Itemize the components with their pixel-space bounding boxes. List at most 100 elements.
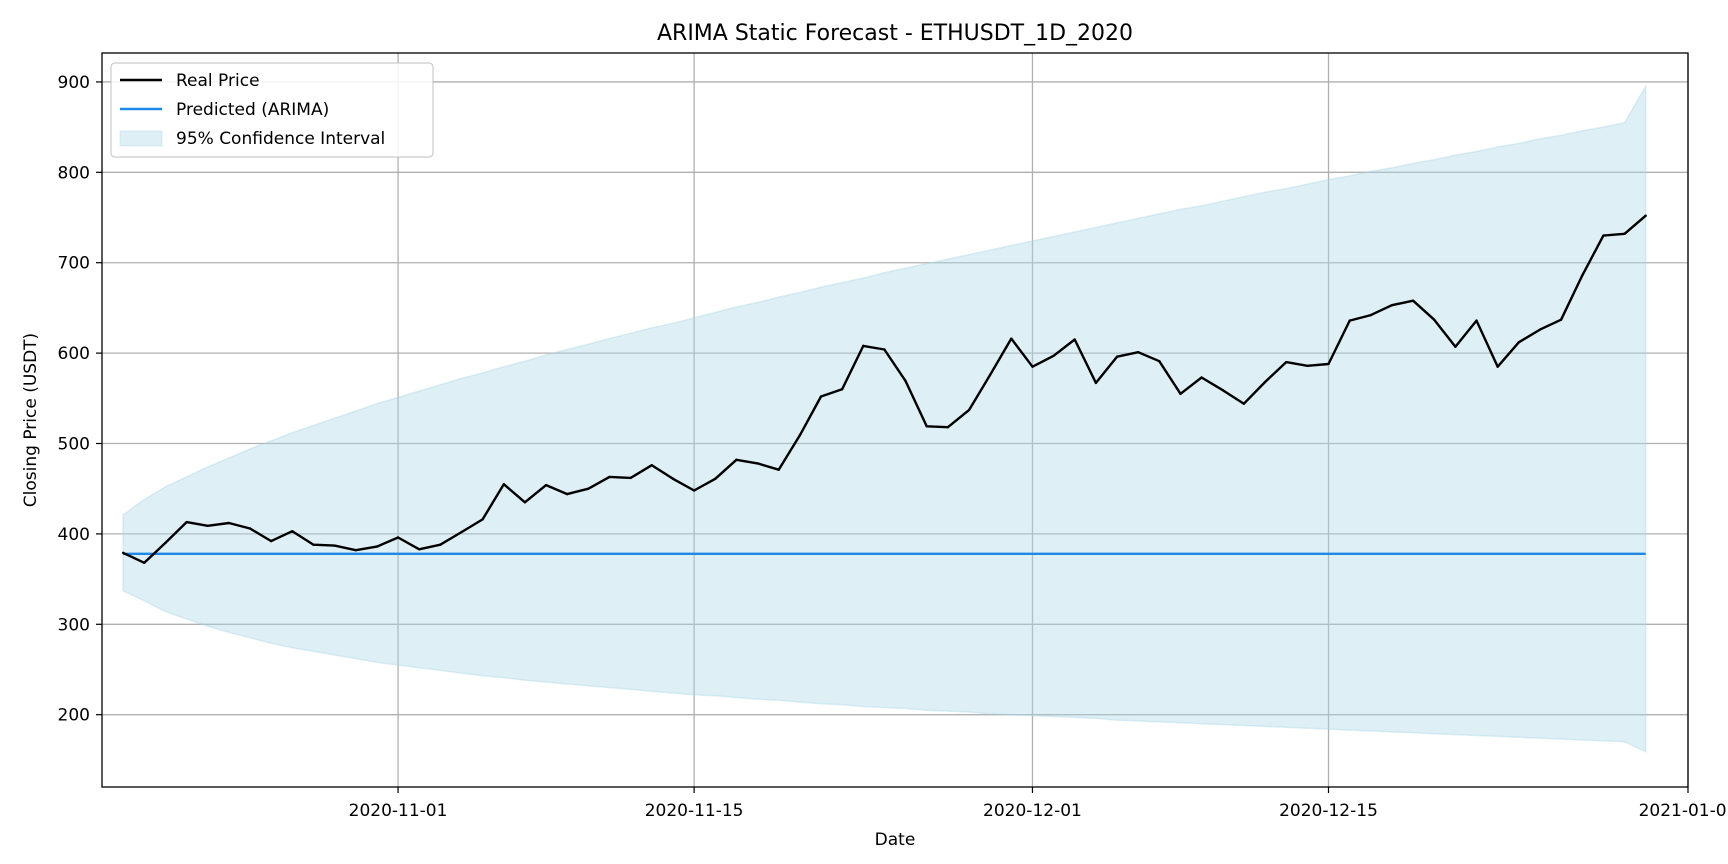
real-price-point	[1433, 318, 1436, 321]
plot-area-frame	[101, 52, 1689, 788]
real-price-point	[1052, 354, 1055, 358]
real-price-point	[1242, 402, 1246, 405]
real-price-point	[1327, 362, 1330, 366]
real-price-point	[840, 388, 844, 391]
real-price-point	[1285, 360, 1288, 364]
legend-confidence-interval-label: 95% Confidence Interval	[176, 129, 385, 149]
real-price-point	[1115, 355, 1119, 358]
real-price-point	[333, 544, 336, 547]
real-price-point	[1475, 319, 1478, 322]
y-tick-label: 300	[58, 615, 90, 635]
real-price-point	[1010, 337, 1013, 340]
real-price-point	[1158, 360, 1161, 363]
real-price-point	[1306, 364, 1309, 367]
real-price-point	[946, 426, 950, 429]
y-tick-label: 700	[58, 254, 90, 274]
x-tick-label: 2020-11-01	[349, 801, 448, 821]
real-price-point	[671, 477, 675, 480]
real-price-point	[1073, 338, 1076, 341]
x-tick-label: 2020-12-15	[1279, 801, 1378, 821]
real-price-point	[227, 521, 231, 525]
real-price-point	[544, 483, 548, 487]
real-price-point	[523, 501, 527, 504]
confidence-interval-band	[122, 83, 1647, 753]
real-price-point	[629, 476, 632, 480]
legend: Real Price Predicted (ARIMA) 95% Confide…	[110, 62, 434, 158]
real-price-point	[1369, 313, 1373, 317]
real-price-point	[396, 536, 400, 539]
real-price-point	[1602, 234, 1605, 237]
real-price-point	[1348, 319, 1351, 322]
real-price-point	[1136, 351, 1140, 354]
real-price-point	[1411, 299, 1415, 302]
x-tick-label: 2021-01-01	[1639, 801, 1728, 821]
real-price-point	[143, 561, 146, 565]
real-price-point	[291, 529, 294, 533]
y-tick-label: 800	[58, 163, 90, 183]
real-price-point	[185, 520, 188, 524]
real-price-point	[269, 539, 273, 543]
real-price-point	[1200, 376, 1203, 379]
real-price-point	[798, 434, 802, 437]
real-price-point	[1454, 345, 1457, 348]
real-price-point	[819, 395, 823, 398]
data-points-layer	[121, 214, 1647, 565]
real-price-point	[650, 463, 654, 467]
x-tick-label: 2020-11-15	[645, 801, 744, 821]
real-price-point	[121, 551, 125, 555]
real-price-point	[460, 530, 463, 534]
real-price-point	[1559, 318, 1563, 321]
x-tick-label: 2020-12-01	[983, 801, 1082, 821]
real-price-point	[164, 541, 167, 545]
real-price-point	[692, 489, 696, 492]
real-price-point	[1179, 392, 1182, 395]
x-axis-label: Date	[875, 830, 916, 850]
real-price-point	[1517, 341, 1521, 344]
real-price-point	[988, 373, 992, 377]
real-price-point	[735, 458, 738, 461]
real-price-point	[1221, 388, 1224, 392]
real-price-point	[312, 543, 315, 546]
real-price-point	[248, 527, 252, 530]
y-tick-label: 200	[58, 706, 90, 726]
y-axis-label: Closing Price (USDT)	[21, 333, 41, 507]
real-price-point	[439, 543, 442, 546]
real-price-point	[714, 477, 717, 480]
real-price-point	[862, 344, 865, 348]
real-price-point	[1538, 328, 1542, 331]
real-price-point	[1581, 274, 1584, 277]
real-price-point	[1390, 303, 1394, 307]
real-price-point	[375, 545, 379, 548]
y-tick-label: 900	[58, 73, 90, 93]
real-price-point	[206, 524, 209, 527]
y-tick-label: 500	[58, 435, 90, 455]
real-price-point	[502, 482, 505, 486]
real-price-point	[967, 408, 971, 412]
y-tick-label: 400	[58, 525, 90, 545]
real-price-point	[1031, 365, 1034, 368]
chart-title: ARIMA Static Forecast - ETHUSDT_1D_2020	[657, 21, 1133, 46]
real-price-point	[418, 548, 421, 551]
real-price-point	[1094, 381, 1098, 385]
real-price-point	[904, 379, 907, 383]
real-price-point	[354, 548, 357, 552]
real-price-point	[777, 468, 780, 471]
real-price-point	[566, 492, 569, 496]
real-price-point	[587, 487, 590, 490]
real-price-point	[883, 348, 886, 351]
legend-predicted-label: Predicted (ARIMA)	[176, 100, 329, 120]
real-price-point	[608, 475, 611, 479]
real-price-point	[481, 518, 484, 521]
real-price-point	[925, 425, 928, 428]
real-price-point	[1644, 214, 1647, 217]
legend-frame	[110, 62, 434, 158]
real-price-point	[756, 462, 759, 465]
legend-real-price-label: Real Price	[176, 71, 260, 91]
real-price-point	[1263, 380, 1267, 384]
legend-confidence-interval-swatch	[119, 130, 163, 147]
real-price-point	[1496, 365, 1499, 368]
real-price-point	[1623, 232, 1626, 235]
y-tick-label: 600	[58, 344, 90, 364]
ticks-layer: 200 300 400 500 600 700 800 900 2020-11-01 2020-1…	[58, 73, 1728, 821]
